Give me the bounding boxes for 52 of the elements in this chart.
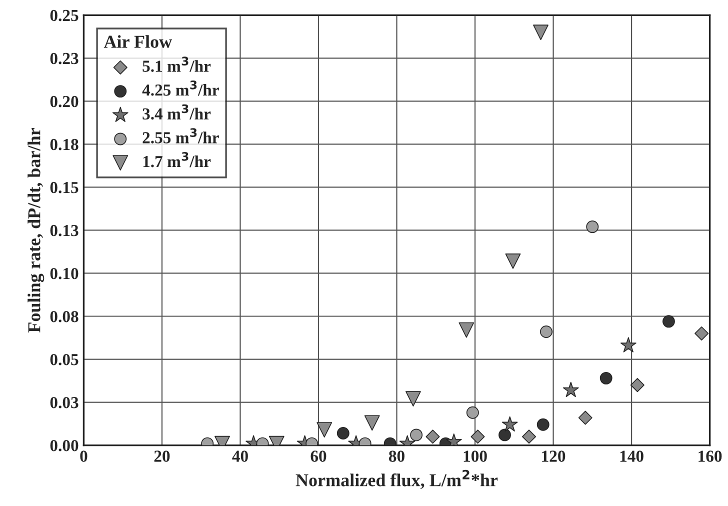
point (470, 430, 485, 444)
legend-label: 3.4 m$^{3}$/hr (142, 104, 211, 120)
legend-label: 4.25 m$^{3}$/hr (142, 80, 219, 96)
y-tick-label: 0.05 (50, 354, 78, 366)
point (662, 315, 675, 328)
legend-label: 5.1 m$^{3}$/hr (142, 56, 211, 72)
y-tick-label: 0.18 (50, 138, 78, 150)
x-tick-label: 40 (232, 450, 248, 462)
legend-title: Air Flow (104, 35, 172, 48)
y-tick-label: 0.23 (50, 52, 78, 64)
point (505, 253, 521, 269)
x-tick-label: 0 (80, 450, 88, 462)
legend-label: 2.55 m$^{3}$/hr (142, 128, 219, 144)
point (364, 415, 380, 431)
point (578, 410, 592, 425)
point (522, 430, 536, 444)
y-tick-label: 0.03 (50, 396, 78, 408)
legend-label: 1.7 m$^{3}$/hr (143, 152, 211, 168)
y-axis-title: Fouling rate, dP/dt, bar/hr (28, 128, 44, 332)
x-tick-label: 60 (310, 450, 326, 462)
point (540, 326, 552, 338)
x-tick-label: 20 (154, 450, 170, 462)
x-tick-label: 80 (388, 450, 404, 462)
x-tick-label: 120 (542, 450, 566, 462)
point (630, 378, 644, 392)
x-tick-label: 140 (620, 450, 644, 462)
point (466, 406, 479, 419)
point (336, 427, 350, 440)
point (536, 418, 550, 431)
point (620, 337, 636, 352)
point (405, 391, 421, 407)
y-tick-label: 0.10 (50, 268, 78, 280)
point (562, 382, 579, 398)
point (694, 326, 709, 340)
point (502, 416, 518, 432)
x-axis-title: Normalized flux, L/m$^{2}$*hr (296, 470, 498, 489)
y-tick-label: 0.08 (50, 310, 78, 322)
point (316, 422, 332, 438)
y-tick-label: 0.20 (50, 96, 78, 108)
x-tick-label: 100 (464, 450, 487, 462)
point (410, 428, 423, 442)
y-tick-label: 0.00 (50, 440, 78, 452)
point (533, 24, 548, 40)
x-tick-label: 160 (698, 450, 722, 462)
point (586, 220, 599, 234)
point (498, 428, 511, 442)
point (426, 430, 440, 444)
y-tick-label: 0.15 (50, 182, 78, 194)
point (600, 372, 612, 384)
y-tick-label: 0.25 (50, 10, 78, 22)
y-tick-label: 0.13 (50, 224, 78, 236)
point (458, 322, 474, 338)
